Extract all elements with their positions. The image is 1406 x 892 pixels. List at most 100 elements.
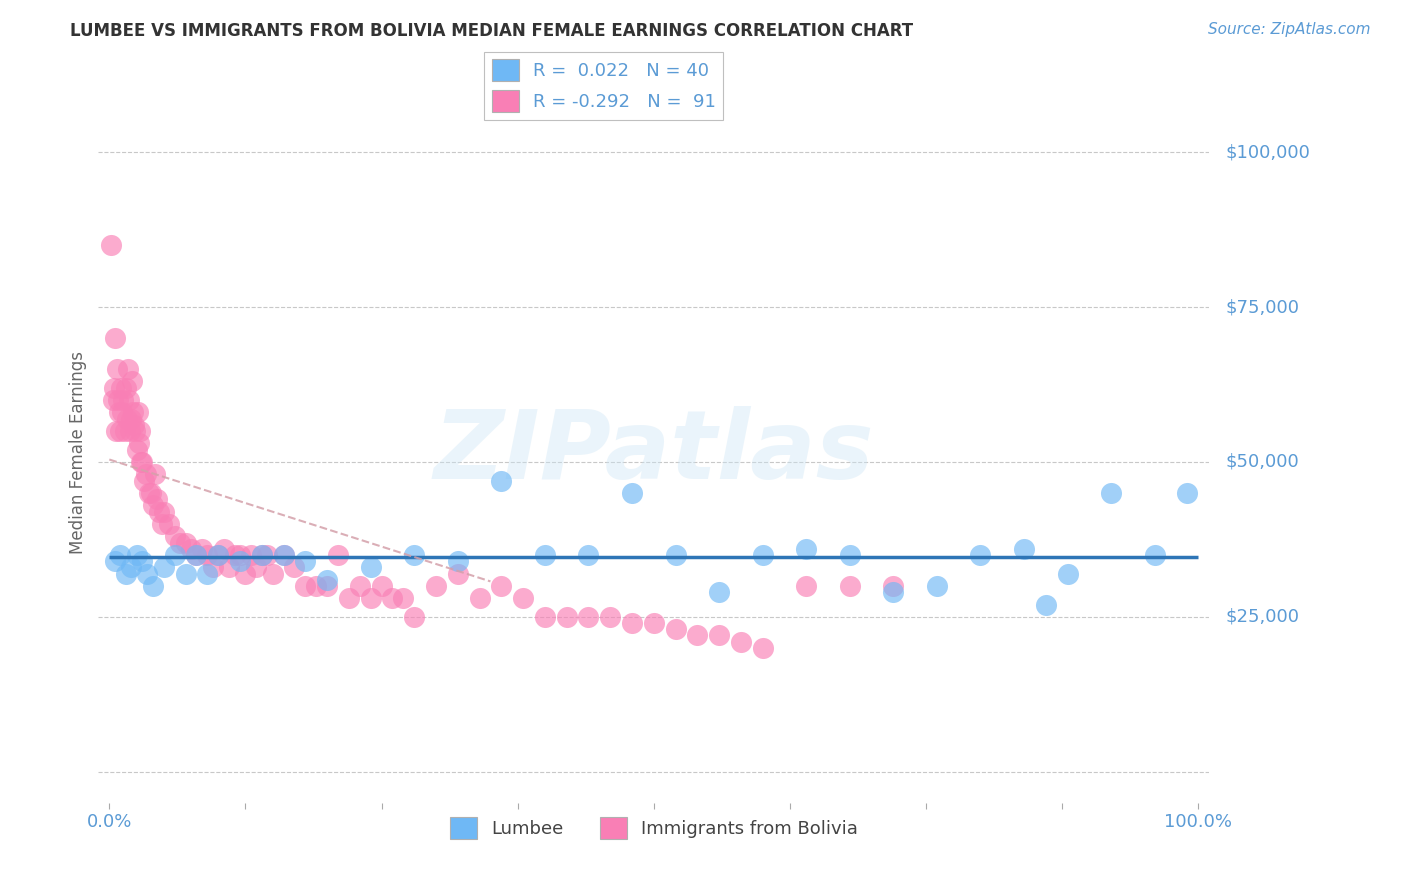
- Point: [838, 548, 860, 562]
- Point: [664, 548, 686, 562]
- Point: [239, 548, 262, 562]
- Point: [114, 566, 136, 581]
- Point: [118, 424, 141, 438]
- Point: [337, 591, 360, 606]
- Point: [229, 554, 252, 568]
- Point: [120, 560, 142, 574]
- Point: [191, 541, 214, 556]
- Point: [224, 548, 246, 562]
- Point: [447, 554, 470, 568]
- Point: [882, 579, 904, 593]
- Point: [316, 579, 339, 593]
- Point: [294, 579, 316, 593]
- Point: [686, 628, 709, 642]
- Point: [152, 504, 174, 518]
- Point: [142, 579, 165, 593]
- Point: [143, 467, 166, 482]
- Point: [131, 455, 153, 469]
- Point: [578, 548, 600, 562]
- Point: [117, 362, 139, 376]
- Point: [621, 486, 644, 500]
- Point: [294, 554, 316, 568]
- Legend: Lumbee, Immigrants from Bolivia: Lumbee, Immigrants from Bolivia: [443, 810, 865, 847]
- Point: [212, 541, 235, 556]
- Point: [1056, 566, 1078, 581]
- Point: [101, 392, 124, 407]
- Point: [1035, 598, 1057, 612]
- Point: [664, 622, 686, 636]
- Point: [138, 486, 160, 500]
- Point: [104, 331, 127, 345]
- Point: [124, 417, 146, 432]
- Point: [104, 554, 127, 568]
- Point: [555, 610, 578, 624]
- Point: [122, 405, 145, 419]
- Point: [134, 474, 156, 488]
- Point: [218, 560, 240, 574]
- Point: [139, 486, 162, 500]
- Point: [751, 640, 773, 655]
- Point: [135, 467, 157, 482]
- Point: [127, 405, 149, 419]
- Point: [229, 548, 252, 562]
- Point: [468, 591, 491, 606]
- Point: [124, 424, 146, 438]
- Point: [512, 591, 534, 606]
- Point: [794, 541, 817, 556]
- Point: [578, 610, 600, 624]
- Text: $100,000: $100,000: [1226, 143, 1310, 161]
- Point: [1143, 548, 1166, 562]
- Point: [129, 455, 152, 469]
- Point: [534, 548, 557, 562]
- Point: [882, 585, 904, 599]
- Y-axis label: Median Female Earnings: Median Female Earnings: [69, 351, 87, 554]
- Point: [148, 504, 170, 518]
- Point: [707, 585, 730, 599]
- Point: [1012, 541, 1035, 556]
- Point: [599, 610, 621, 624]
- Point: [128, 424, 150, 438]
- Point: [360, 591, 382, 606]
- Point: [491, 474, 513, 488]
- Point: [392, 591, 415, 606]
- Point: [250, 548, 273, 562]
- Point: [643, 616, 665, 631]
- Point: [245, 560, 267, 574]
- Point: [152, 560, 174, 574]
- Point: [174, 535, 197, 549]
- Point: [105, 362, 128, 376]
- Point: [250, 548, 273, 562]
- Point: [120, 411, 142, 425]
- Point: [146, 492, 169, 507]
- Point: [273, 548, 295, 562]
- Point: [707, 628, 730, 642]
- Point: [370, 579, 392, 593]
- Point: [112, 392, 135, 407]
- Point: [381, 591, 404, 606]
- Point: [404, 610, 426, 624]
- Point: [273, 548, 295, 562]
- Point: [163, 548, 186, 562]
- Point: [925, 579, 948, 593]
- Point: [730, 634, 752, 648]
- Point: [195, 566, 218, 581]
- Point: [114, 424, 136, 438]
- Point: [207, 548, 229, 562]
- Point: [125, 442, 148, 457]
- Point: [316, 573, 339, 587]
- Point: [1177, 486, 1199, 500]
- Text: $75,000: $75,000: [1226, 298, 1299, 316]
- Point: [186, 548, 208, 562]
- Point: [111, 405, 134, 419]
- Point: [195, 548, 218, 562]
- Point: [108, 405, 131, 419]
- Point: [491, 579, 513, 593]
- Point: [114, 381, 136, 395]
- Point: [404, 548, 426, 562]
- Point: [349, 579, 371, 593]
- Point: [142, 499, 165, 513]
- Point: [969, 548, 991, 562]
- Text: $50,000: $50,000: [1226, 453, 1299, 471]
- Text: ZIPatlas: ZIPatlas: [433, 406, 875, 500]
- Point: [751, 548, 773, 562]
